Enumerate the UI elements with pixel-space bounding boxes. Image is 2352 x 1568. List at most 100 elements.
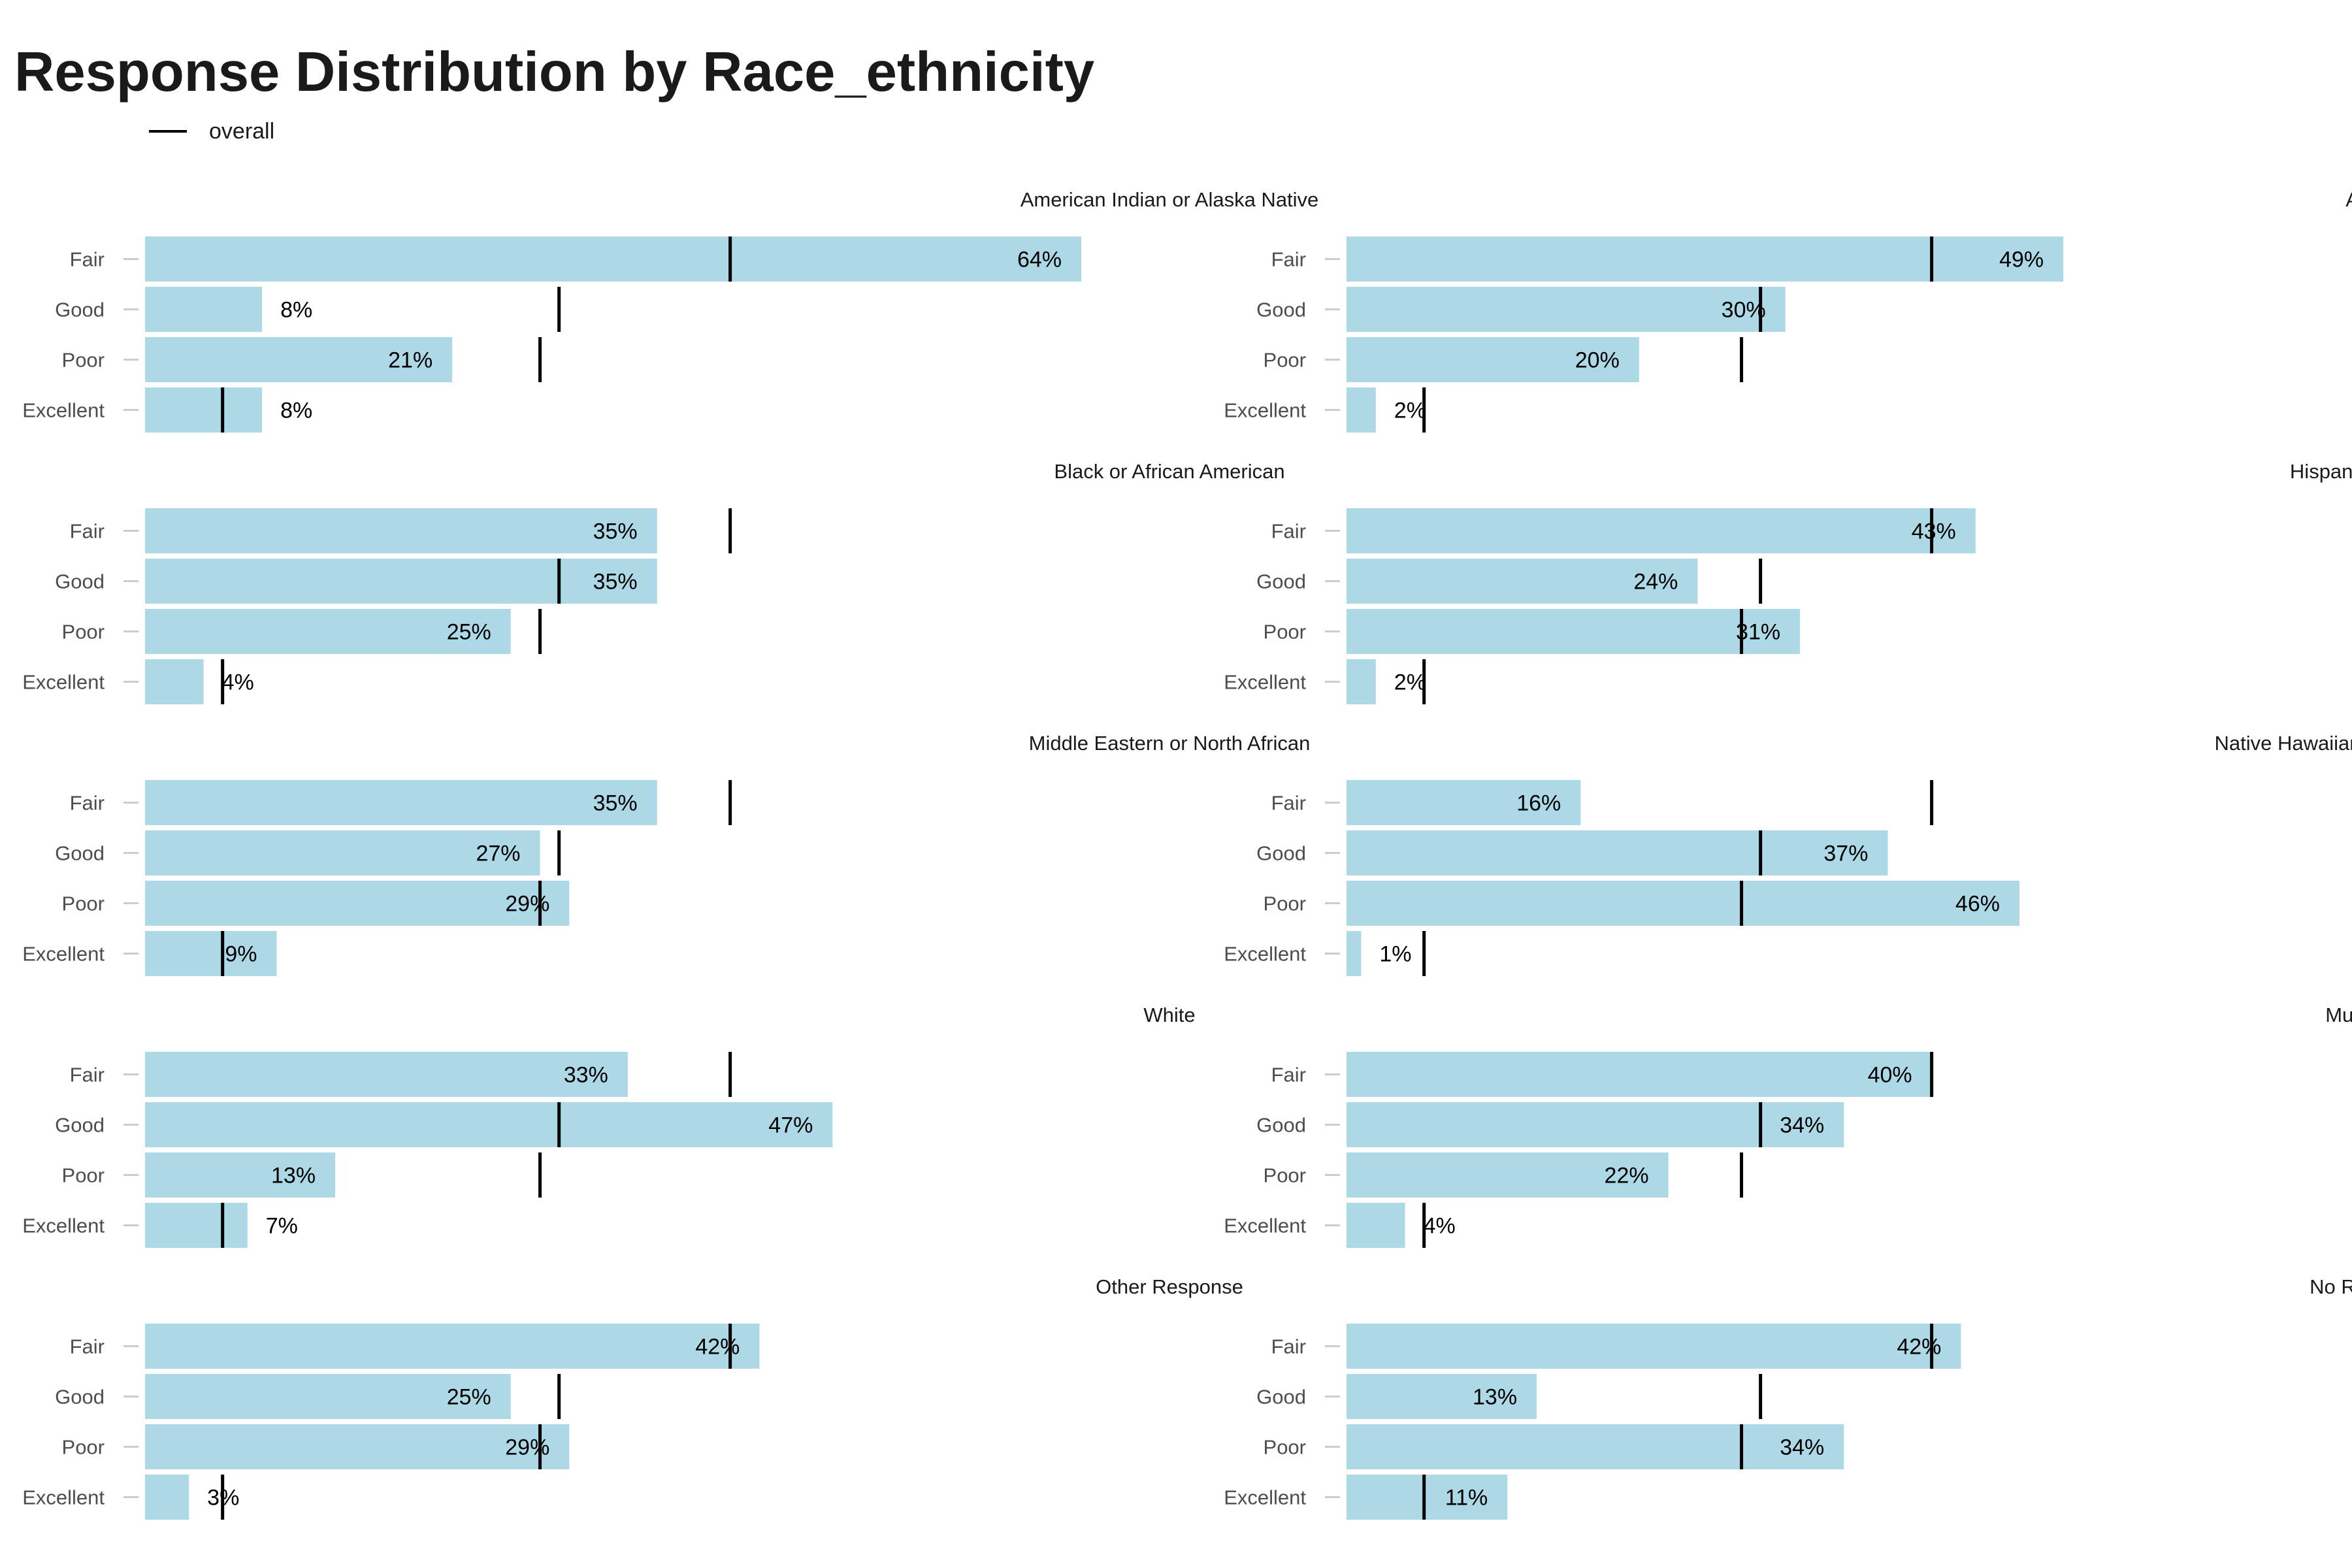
value-label-native-hawaiian-or-pacific-islander-good: 37%: [1823, 841, 1868, 866]
bar-no-response-poor: [1347, 1424, 1844, 1469]
bar-middle-eastern-or-north-african-excellent: [145, 931, 277, 976]
bar-multiracial-poor: [1347, 1152, 1669, 1198]
y-tick-label-hispanic-or-latino-excellent: Excellent: [1224, 671, 1306, 694]
value-label-native-hawaiian-or-pacific-islander-excellent: 1%: [1379, 942, 1411, 967]
bar-white-poor: [145, 1152, 336, 1198]
value-label-other-response-poor: 29%: [505, 1435, 549, 1460]
bar-multiracial-excellent: [1347, 1203, 1405, 1248]
value-label-white-good: 47%: [768, 1113, 813, 1138]
value-label-other-response-fair: 42%: [695, 1335, 740, 1360]
bar-other-response-poor: [145, 1424, 570, 1469]
bar-no-response-excellent: [1347, 1475, 1508, 1520]
value-label-black-or-african-american-excellent: 4%: [222, 670, 254, 695]
y-tick-label-white-good: Good: [55, 1114, 105, 1137]
y-tick-label-black-or-african-american-fair: Fair: [70, 520, 105, 543]
bar-middle-eastern-or-north-african-good: [145, 830, 540, 875]
y-tick-label-american-indian-or-alaska-native-excellent: Excellent: [22, 399, 105, 422]
value-label-hispanic-or-latino-fair: 43%: [1912, 519, 1956, 544]
bar-middle-eastern-or-north-african-fair: [145, 780, 657, 825]
value-label-native-hawaiian-or-pacific-islander-fair: 16%: [1516, 791, 1561, 816]
y-tick-label-black-or-african-american-excellent: Excellent: [22, 671, 105, 694]
value-label-middle-eastern-or-north-african-good: 27%: [476, 841, 520, 866]
legend-overall-label: overall: [209, 118, 275, 144]
y-tick-label-hispanic-or-latino-good: Good: [1256, 570, 1306, 593]
value-label-white-poor: 13%: [271, 1164, 316, 1188]
y-tick-label-white-fair: Fair: [70, 1064, 105, 1086]
y-tick-label-middle-eastern-or-north-african-excellent: Excellent: [22, 943, 105, 966]
panel-title-native-hawaiian-or-pacific-islander: Native Hawaiian or Pacific Islander: [2215, 732, 2352, 755]
value-label-multiracial-poor: 22%: [1605, 1164, 1649, 1188]
panel-title-black-or-african-american: Black or African American: [1054, 460, 1284, 483]
y-tick-label-native-hawaiian-or-pacific-islander-fair: Fair: [1271, 792, 1306, 815]
y-tick-label-asian-good: Good: [1256, 299, 1306, 321]
value-label-asian-fair: 49%: [1999, 248, 2044, 272]
bar-hispanic-or-latino-excellent: [1347, 659, 1376, 704]
value-label-white-fair: 33%: [564, 1063, 608, 1088]
value-label-no-response-excellent: 11%: [1445, 1486, 1488, 1511]
bar-black-or-african-american-good: [145, 559, 657, 604]
bar-hispanic-or-latino-poor: [1347, 609, 1801, 654]
value-label-multiracial-excellent: 4%: [1424, 1214, 1456, 1239]
value-label-american-indian-or-alaska-native-good: 8%: [280, 298, 312, 323]
bar-asian-good: [1347, 287, 1786, 332]
y-tick-label-other-response-fair: Fair: [70, 1335, 105, 1358]
y-tick-label-black-or-african-american-poor: Poor: [62, 621, 105, 644]
value-label-black-or-african-american-poor: 25%: [447, 620, 491, 645]
value-label-multiracial-fair: 40%: [1868, 1063, 1912, 1088]
bar-native-hawaiian-or-pacific-islander-excellent: [1347, 931, 1362, 976]
panel-title-white: White: [1143, 1004, 1195, 1026]
value-label-native-hawaiian-or-pacific-islander-poor: 46%: [1955, 892, 2000, 917]
y-tick-label-american-indian-or-alaska-native-good: Good: [55, 299, 105, 321]
legend: overall: [149, 115, 274, 148]
y-tick-label-no-response-good: Good: [1256, 1386, 1306, 1409]
value-label-no-response-good: 13%: [1473, 1385, 1517, 1410]
value-label-black-or-african-american-fair: 35%: [593, 519, 638, 544]
chart-title: Response Distribution by Race_ethnicity: [14, 41, 1095, 103]
y-tick-label-native-hawaiian-or-pacific-islander-excellent: Excellent: [1224, 943, 1306, 966]
y-tick-label-white-excellent: Excellent: [22, 1215, 105, 1237]
y-tick-label-no-response-fair: Fair: [1271, 1335, 1306, 1358]
bar-native-hawaiian-or-pacific-islander-fair: [1347, 780, 1581, 825]
value-label-american-indian-or-alaska-native-fair: 64%: [1017, 248, 1062, 272]
panel-title-american-indian-or-alaska-native: American Indian or Alaska Native: [1021, 188, 1319, 211]
bar-white-fair: [145, 1052, 628, 1097]
y-tick-label-multiracial-excellent: Excellent: [1224, 1215, 1306, 1237]
bar-other-response-fair: [145, 1324, 760, 1369]
bar-no-response-fair: [1347, 1324, 1961, 1369]
value-label-middle-eastern-or-north-african-fair: 35%: [593, 791, 638, 816]
y-tick-label-native-hawaiian-or-pacific-islander-good: Good: [1256, 842, 1306, 865]
bar-asian-excellent: [1347, 387, 1376, 433]
bar-hispanic-or-latino-fair: [1347, 508, 1976, 553]
bar-black-or-african-american-fair: [145, 508, 657, 553]
value-label-middle-eastern-or-north-african-poor: 29%: [505, 892, 549, 917]
y-tick-label-no-response-poor: Poor: [1264, 1436, 1306, 1459]
bar-asian-poor: [1347, 337, 1639, 382]
bar-black-or-african-american-excellent: [145, 659, 204, 704]
bar-black-or-african-american-poor: [145, 609, 511, 654]
bar-american-indian-or-alaska-native-poor: [145, 337, 453, 382]
y-tick-label-asian-poor: Poor: [1264, 349, 1306, 372]
bar-other-response-good: [145, 1374, 511, 1419]
bar-asian-fair: [1347, 237, 2064, 282]
panel-title-other-response: Other Response: [1096, 1275, 1243, 1298]
value-label-asian-good: 30%: [1722, 298, 1766, 323]
bar-hispanic-or-latino-good: [1347, 559, 1698, 604]
y-tick-label-middle-eastern-or-north-african-good: Good: [55, 842, 105, 865]
value-label-hispanic-or-latino-poor: 31%: [1736, 620, 1780, 645]
y-tick-label-native-hawaiian-or-pacific-islander-poor: Poor: [1264, 892, 1306, 915]
y-tick-label-middle-eastern-or-north-african-poor: Poor: [62, 892, 105, 915]
value-label-american-indian-or-alaska-native-excellent: 8%: [280, 399, 312, 423]
bar-american-indian-or-alaska-native-good: [145, 287, 263, 332]
bar-middle-eastern-or-north-african-poor: [145, 881, 570, 926]
bar-white-excellent: [145, 1203, 248, 1248]
value-label-middle-eastern-or-north-african-excellent: 9%: [225, 942, 257, 967]
y-tick-label-asian-excellent: Excellent: [1224, 399, 1306, 422]
y-tick-label-american-indian-or-alaska-native-fair: Fair: [70, 248, 105, 271]
panel-title-asian: Asian: [2345, 188, 2352, 211]
value-label-hispanic-or-latino-excellent: 2%: [1394, 670, 1426, 695]
bar-multiracial-good: [1347, 1102, 1844, 1147]
y-tick-label-hispanic-or-latino-poor: Poor: [1264, 621, 1306, 644]
bar-white-good: [145, 1102, 833, 1147]
y-tick-label-multiracial-poor: Poor: [1264, 1164, 1306, 1187]
y-tick-label-asian-fair: Fair: [1271, 248, 1306, 271]
